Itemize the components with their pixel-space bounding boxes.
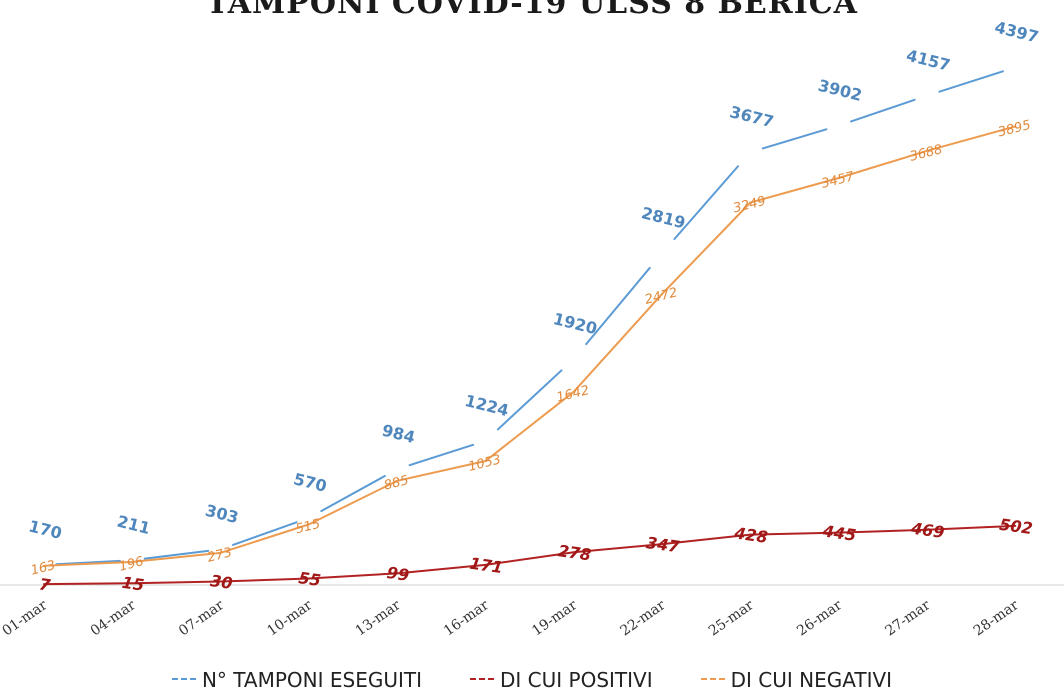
series-2-segment xyxy=(219,523,310,554)
series-1-data-label: 99 xyxy=(386,563,411,585)
series-1-data-label: 469 xyxy=(909,518,946,542)
series-1-data-label: 30 xyxy=(209,571,234,593)
legend-item-tamponi: N° TAMPONI ESEGUITI xyxy=(171,668,422,692)
series-1-segment xyxy=(307,572,399,580)
series-2-data-label: 1642 xyxy=(555,383,591,406)
legend-item-positivi: DI CUI POSITIVI xyxy=(470,668,653,692)
series-2-data-label: 515 xyxy=(294,517,322,538)
series-1-data-label: 502 xyxy=(998,515,1034,538)
series-0-data-label: 4157 xyxy=(904,46,952,75)
series-1-segment xyxy=(926,524,1017,531)
series-1-segment xyxy=(43,582,134,586)
series-2-segment xyxy=(749,177,840,204)
series-1-segment xyxy=(131,580,222,585)
series-0-segment xyxy=(320,474,386,513)
series-1-data-label: 428 xyxy=(732,523,769,547)
legend-label-negativi: DI CUI NEGATIVI xyxy=(730,668,893,692)
series-2-segment xyxy=(43,560,134,567)
series-2-data-label: 273 xyxy=(206,545,234,566)
x-tick-label: 27-mar xyxy=(882,597,933,639)
legend-swatch-positivi xyxy=(470,678,494,682)
series-0-data-label: 4397 xyxy=(993,17,1041,46)
series-2-segment xyxy=(131,551,222,563)
series-2-data-label: 885 xyxy=(382,473,410,494)
series-1-segment xyxy=(572,543,664,554)
legend-swatch-tamponi xyxy=(171,678,196,682)
x-tick-label: 19-mar xyxy=(529,597,580,639)
series-0-data-label: 1224 xyxy=(463,391,511,420)
series-0-segment xyxy=(231,521,298,546)
legend-swatch-negativi xyxy=(700,678,725,682)
series-2-data-label: 2472 xyxy=(643,285,679,308)
series-2-segment xyxy=(396,460,487,482)
series-1-data-label: 7 xyxy=(38,575,53,595)
series-0-segment xyxy=(585,266,651,346)
series-0-data-label: 1920 xyxy=(551,309,599,338)
series-0-data-label: 170 xyxy=(27,516,64,543)
series-1-segment xyxy=(484,551,575,566)
series-0-data-label: 570 xyxy=(292,469,329,496)
series-0-data-label: 3902 xyxy=(816,76,864,105)
series-2-segment xyxy=(926,125,1017,152)
series-2-segment xyxy=(837,149,928,180)
series-1-data-label: 278 xyxy=(557,541,593,564)
series-2-segment xyxy=(484,390,575,463)
series-1-data-label: 55 xyxy=(297,568,322,590)
series-0-segment xyxy=(143,549,210,560)
x-tick-label: 26-mar xyxy=(794,597,845,639)
x-tick-label: 16-mar xyxy=(441,597,492,639)
x-tick-label: 25-mar xyxy=(706,597,757,639)
x-tick-label: 07-mar xyxy=(176,597,227,639)
series-1-data-label: 347 xyxy=(645,533,682,557)
series-1-segment xyxy=(219,577,310,583)
series-1-segment xyxy=(396,563,487,575)
series-1-data-label: 445 xyxy=(821,521,858,545)
series-2-data-label: 3457 xyxy=(820,169,856,192)
series-2-data-label: 3895 xyxy=(997,118,1033,141)
series-0-data-label: 211 xyxy=(115,512,152,539)
series-0-data-label: 303 xyxy=(203,501,240,528)
x-tick-label: 10-mar xyxy=(264,597,315,639)
series-0-data-label: 3677 xyxy=(728,102,776,131)
series-1-data-label: 15 xyxy=(121,573,146,595)
series-2-data-label: 3688 xyxy=(908,142,944,165)
series-0-segment xyxy=(850,98,916,123)
x-tick-label: 22-mar xyxy=(618,597,669,639)
legend-label-tamponi: N° TAMPONI ESEGUITI xyxy=(201,668,422,692)
series-0-data-label: 984 xyxy=(380,421,417,448)
series-2-data-label: 1053 xyxy=(467,452,503,475)
legend-label-positivi: DI CUI POSITIVI xyxy=(500,668,653,692)
series-0-data-label: 2819 xyxy=(640,203,688,232)
series-0-segment xyxy=(496,369,563,431)
series-0-segment xyxy=(673,165,740,240)
series-0-segment xyxy=(938,70,1004,93)
x-tick-label: 01-mar xyxy=(0,597,51,639)
series-0-segment xyxy=(761,128,828,150)
chart-title: TAMPONI COVID-19 ULSS 8 BERICA xyxy=(206,0,858,21)
series-2-segment xyxy=(572,292,664,393)
series-2-data-label: 196 xyxy=(118,554,146,575)
series-2-segment xyxy=(307,479,399,526)
series-0-segment xyxy=(408,443,475,467)
series-2-data-label: 163 xyxy=(29,558,57,579)
series-2-segment xyxy=(661,201,752,295)
series-1-data-label: 171 xyxy=(468,554,504,577)
series-0-segment xyxy=(55,559,121,566)
x-tick-label: 04-mar xyxy=(88,597,139,639)
series-2-data-label: 3249 xyxy=(732,194,768,217)
legend: N° TAMPONI ESEGUITI DI CUI POSITIVI DI C… xyxy=(0,668,1064,692)
x-tick-label: 28-mar xyxy=(971,597,1022,639)
series-1-segment xyxy=(749,531,840,536)
legend-item-negativi: DI CUI NEGATIVI xyxy=(700,668,893,692)
series-1-segment xyxy=(837,528,928,534)
x-tick-label: 13-mar xyxy=(353,597,404,639)
series-1-segment xyxy=(661,533,752,546)
